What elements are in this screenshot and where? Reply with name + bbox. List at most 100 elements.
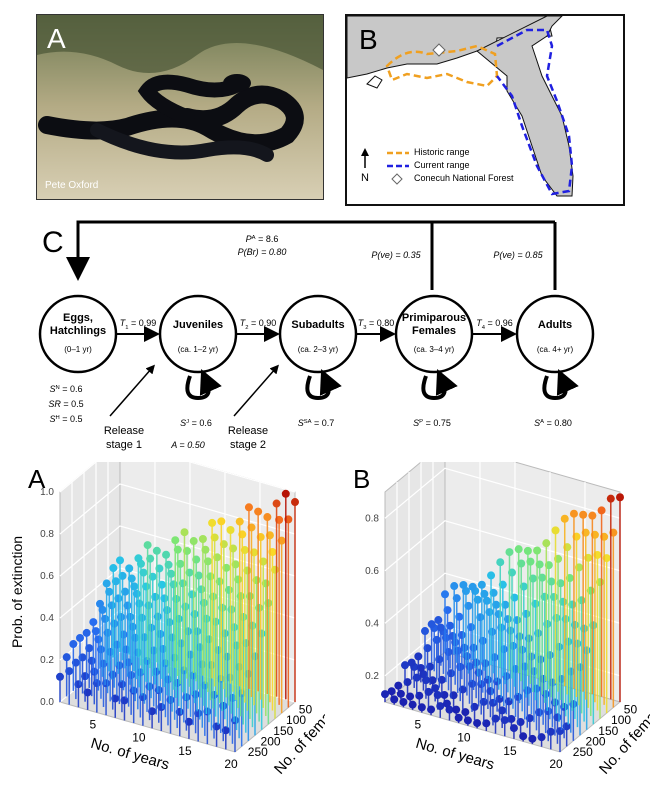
stage-name: Females — [412, 325, 456, 337]
chart-letter: B — [353, 464, 370, 494]
fecundity-label: PA = 8.6 — [246, 234, 279, 244]
stage-age: (ca. 1–2 yr) — [178, 345, 219, 354]
data-point — [414, 652, 423, 661]
data-point — [381, 690, 389, 699]
f-tick-label: 50 — [299, 703, 313, 717]
data-point — [198, 534, 207, 543]
data-point — [459, 580, 468, 589]
stage-circle — [515, 294, 595, 374]
data-point — [109, 564, 118, 573]
data-point — [394, 681, 403, 690]
data-point — [505, 548, 514, 557]
data-point — [406, 692, 415, 701]
transition-label: T1 = 0.99 — [120, 318, 157, 331]
z-tick-label: 0.6 — [365, 566, 379, 577]
data-point — [89, 618, 98, 627]
stage-name: Subadults — [291, 319, 344, 331]
data-point — [560, 514, 569, 523]
x-tick-label: 5 — [414, 718, 421, 732]
z-tick-label: 0.2 — [365, 671, 379, 682]
data-point — [171, 536, 180, 545]
stage-name: Eggs, — [63, 312, 93, 324]
transition-label: T4 = 0.96 — [476, 318, 513, 331]
data-point — [441, 590, 449, 599]
stage-name: Adults — [538, 319, 572, 331]
z-gridline — [384, 572, 621, 624]
data-point — [235, 517, 244, 526]
data-point — [291, 498, 299, 507]
stage-age: (ca. 3–4 yr) — [414, 345, 455, 354]
data-point — [226, 526, 235, 535]
a-label: A = 0.50 — [170, 440, 204, 450]
data-point — [408, 700, 417, 709]
stay-survival-label: SA = 0.80 — [534, 418, 572, 428]
data-point — [452, 705, 461, 714]
z-tick-label: 0.2 — [40, 655, 54, 666]
data-point — [606, 494, 615, 503]
range-map: B N Historic range Current range Conecuh… — [345, 14, 625, 206]
stage-circle — [158, 294, 238, 374]
data-point — [180, 528, 189, 537]
data-point — [528, 734, 537, 743]
data-point — [514, 545, 523, 554]
release-label: stage 2 — [230, 439, 266, 451]
data-point — [542, 539, 551, 548]
y-axis-label: Prob. of extinction — [9, 536, 25, 648]
z-gridline — [384, 520, 621, 572]
stage-age: (ca. 2–3 yr) — [298, 345, 339, 354]
data-point — [417, 703, 426, 712]
data-point — [152, 546, 161, 555]
data-point — [263, 513, 272, 522]
release-1-arrow — [109, 364, 155, 417]
f-tick-label: 150 — [273, 724, 293, 738]
data-point — [76, 633, 84, 642]
egg-survival-label: SH = 0.5 — [49, 414, 82, 424]
data-point — [468, 582, 477, 591]
photo-credit: Pete Oxford — [45, 180, 99, 191]
stage-name: Primiparous — [402, 312, 466, 324]
transition-label: T3 = 0.80 — [358, 318, 395, 331]
transition-label: T2 = 0.90 — [240, 318, 277, 331]
x-axis-label: No. of years — [414, 735, 496, 774]
legend-current: Current range — [414, 160, 470, 170]
x-tick-label: 10 — [132, 731, 146, 745]
data-point — [82, 628, 91, 637]
data-point — [454, 713, 463, 722]
data-point — [533, 546, 542, 555]
data-point — [62, 653, 71, 662]
f-tick-label: 250 — [248, 745, 268, 759]
data-point — [496, 558, 505, 567]
panel-letter-c: C — [42, 226, 64, 259]
data-point — [387, 687, 396, 696]
data-point — [399, 698, 408, 707]
data-point — [597, 506, 606, 515]
north-label: N — [361, 172, 369, 184]
stage-age: (0–1 yr) — [64, 345, 92, 354]
z-gridline — [59, 483, 296, 535]
data-point — [96, 599, 104, 608]
z-tick-label: 0.0 — [40, 697, 54, 708]
data-point — [434, 616, 443, 625]
data-point — [162, 550, 171, 559]
z-tick-label: 0.4 — [365, 618, 379, 629]
data-point — [487, 571, 496, 580]
x-axis-label: No. of years — [89, 735, 171, 774]
release-label: stage 1 — [106, 439, 142, 451]
egg-survival-label: SN = 0.6 — [49, 384, 82, 394]
stay-loop — [542, 369, 579, 401]
stay-loop — [421, 369, 458, 401]
data-point — [477, 580, 486, 589]
f-tick-label: 100 — [286, 713, 306, 727]
x-tick-label: 20 — [224, 757, 238, 771]
panel-letter-a: A — [47, 23, 66, 54]
z-tick-label: 0.8 — [40, 529, 54, 540]
z-tick-label: 0.8 — [365, 513, 379, 524]
snake-photo: A Pete Oxford — [36, 14, 324, 200]
data-points — [56, 489, 299, 752]
data-point — [116, 556, 124, 565]
release-2-arrow — [233, 364, 279, 417]
f-tick-label: 100 — [611, 713, 631, 727]
stage-name: Juveniles — [173, 319, 223, 331]
release-label: Release — [104, 425, 144, 437]
